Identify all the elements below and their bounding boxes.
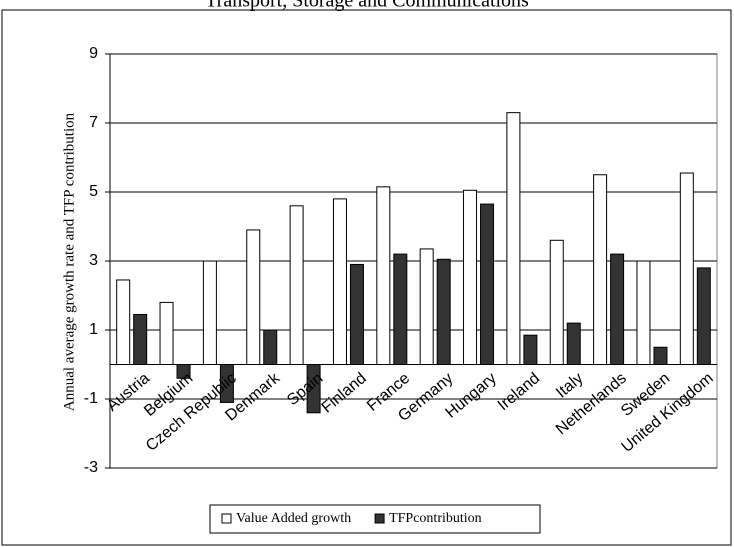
bar [159,301,174,365]
y-tick-label: 1 [89,321,98,338]
y-axis-label: Annual average growth rate and TFP contr… [61,112,77,411]
y-tick-label: 3 [89,252,98,269]
bar [289,205,304,365]
legend-swatch [221,513,232,524]
bar [506,112,521,366]
x-tick-label: Ireland [495,370,543,414]
legend-box [209,504,541,534]
bar [393,253,408,366]
bar [653,346,668,365]
bar [566,322,581,366]
y-tick-label: 5 [89,183,98,200]
bar [349,263,364,366]
bar [202,260,217,365]
x-tick-label: Italy [553,370,586,402]
legend-label: Value Added growth [236,511,351,526]
chart-title: Transport, Storage and Communications [205,0,529,12]
legend-swatch [374,513,385,524]
bar [332,198,347,365]
y-tick-label: 9 [89,45,98,62]
bar [696,267,711,365]
bar [549,239,564,365]
bar [463,189,478,365]
bar [116,279,131,366]
bar [436,258,451,365]
y-tick-label: -3 [84,459,98,476]
bar [376,186,391,365]
bar [593,174,608,365]
bar [523,334,538,365]
bar [133,313,148,366]
bar [636,260,651,365]
bar [480,203,495,365]
title-clip [0,0,734,9]
y-tick-label: -1 [84,390,98,407]
bar [610,253,625,366]
bar [679,172,694,365]
y-tick-label: 7 [89,114,98,131]
bar [263,329,278,365]
bar [419,248,434,365]
bar [246,229,261,365]
legend-label: TFPcontribution [389,511,482,526]
chart-frame [1,9,732,546]
x-tick-label: Finland [319,370,370,417]
